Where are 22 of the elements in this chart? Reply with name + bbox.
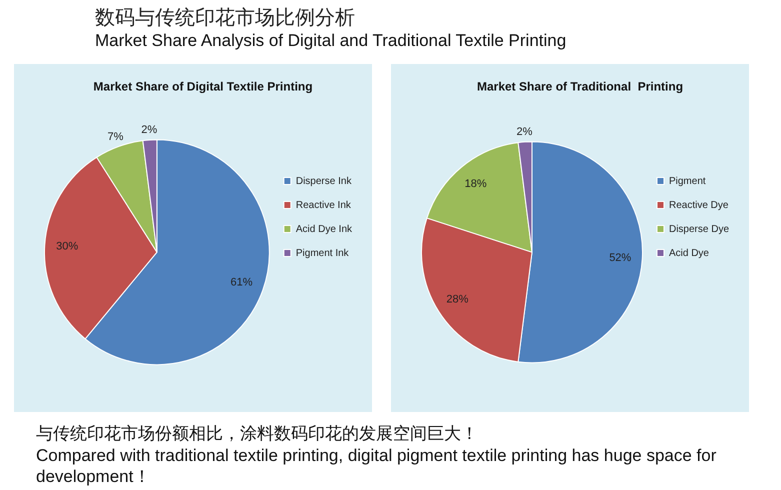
text: 数码与传统印花市场比例分析 xyxy=(95,4,356,30)
data-label: 18% xyxy=(464,178,487,190)
data-label: 28% xyxy=(446,294,469,306)
legend-label: Disperse Dye xyxy=(668,224,730,235)
legend-label: Pigment Ink xyxy=(296,248,350,259)
legend-label: Acid Dye xyxy=(668,248,710,259)
legend-label: Acid Dye Ink xyxy=(296,224,353,235)
data-label: 52% xyxy=(609,252,632,264)
text: 与传统印花市场份额相比，涂料数码印花的发展空间巨大！ xyxy=(36,424,479,445)
text: Compared with traditional textile printing, digital pigment textile printing has huge space for development！ xyxy=(36,445,718,487)
data-label: 2% xyxy=(516,126,533,138)
text: Market Share Analysis of Digital and Traditional Textile Printing xyxy=(95,30,566,52)
data-label: 61% xyxy=(230,276,253,289)
legend-label: Reactive Dye xyxy=(668,200,729,211)
data-label: 30% xyxy=(56,240,78,253)
legend-label: Disperse Ink xyxy=(296,176,352,187)
legend-label: Pigment xyxy=(668,176,706,187)
data-label: 2% xyxy=(141,124,158,136)
chart-title: Market Share of Digital Textile Printing xyxy=(93,80,313,94)
chart-title: Market Share of Traditional Printing xyxy=(476,80,684,94)
data-label: 7% xyxy=(108,131,124,144)
legend-label: Reactive Ink xyxy=(296,200,352,211)
